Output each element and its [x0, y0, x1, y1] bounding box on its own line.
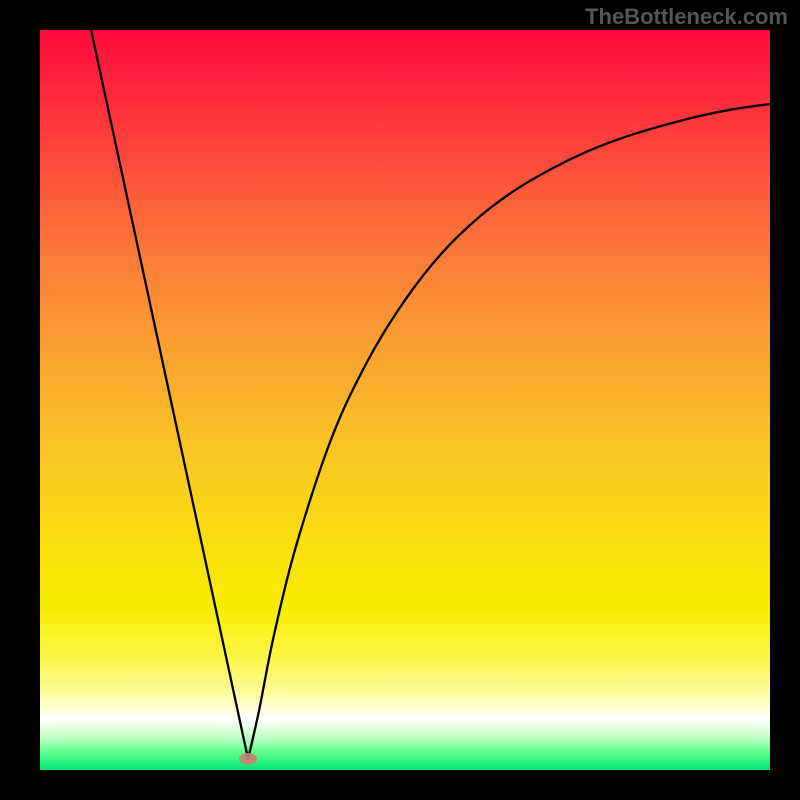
minimum-marker — [239, 753, 257, 765]
chart-container — [40, 30, 770, 770]
chart-svg — [40, 30, 770, 770]
watermark-text: TheBottleneck.com — [585, 4, 788, 30]
gradient-background — [40, 30, 770, 770]
